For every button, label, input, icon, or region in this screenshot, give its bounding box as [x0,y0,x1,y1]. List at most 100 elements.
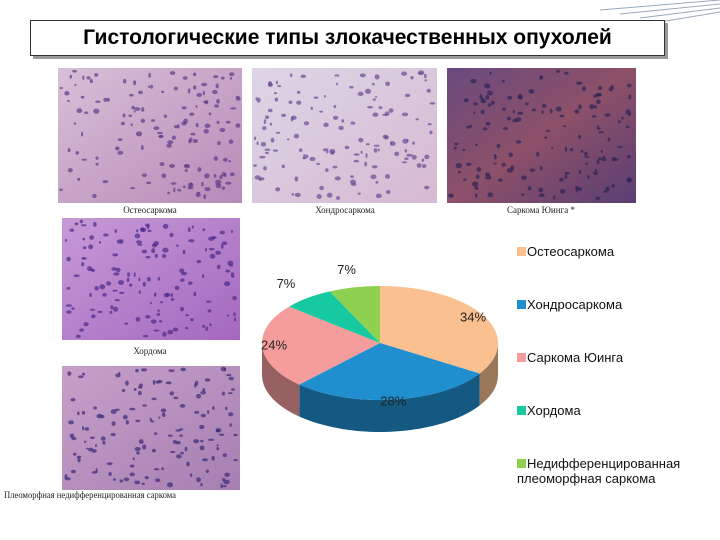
cell-nucleus [95,100,101,103]
cell-nucleus [99,284,106,290]
cell-nucleus [350,179,357,185]
cell-nucleus [59,86,64,90]
cell-nucleus [229,172,235,177]
cell-nucleus [577,134,582,139]
cell-nucleus [607,137,611,142]
cell-nucleus [211,455,215,461]
cell-nucleus [484,172,491,176]
cell-nucleus [553,195,556,200]
cell-nucleus [72,452,77,456]
cell-nucleus [487,192,494,198]
cell-nucleus [189,473,193,477]
cell-nucleus [153,241,159,246]
cell-nucleus [172,327,179,332]
cell-nucleus [421,158,425,162]
cell-nucleus [202,100,209,103]
cell-nucleus [344,145,350,150]
cell-nucleus [325,168,329,172]
cell-nucleus [133,272,136,278]
cell-nucleus [218,433,225,436]
cell-nucleus [132,457,135,461]
cell-nucleus [93,108,100,114]
cell-nucleus [371,165,378,169]
cell-nucleus [115,146,120,151]
cell-nucleus [165,292,171,297]
cell-nucleus [84,427,90,431]
cell-nucleus [424,79,428,82]
cell-nucleus [180,306,185,312]
cell-nucleus [110,409,117,415]
cell-nucleus [75,334,81,339]
cell-nucleus [233,312,236,317]
cell-nucleus [211,236,217,240]
cell-nucleus [147,85,151,88]
cell-nucleus [496,144,501,149]
cell-nucleus [350,175,354,178]
cell-nucleus [326,150,329,154]
cell-nucleus [74,83,77,86]
cell-nucleus [204,123,211,129]
cell-nucleus [485,174,492,180]
cell-nucleus [202,325,206,328]
cell-nucleus [480,98,487,104]
cell-nucleus [531,108,537,112]
cell-nucleus [167,434,173,437]
cell-nucleus [199,445,205,451]
cell-nucleus [161,412,166,418]
cell-nucleus [82,75,85,81]
pie-slice [299,343,480,400]
cell-nucleus [151,448,156,453]
cell-nucleus [81,262,85,267]
data-label: 7% [337,262,356,277]
cell-nucleus [219,128,226,133]
cell-nucleus [235,123,241,128]
cell-nucleus [555,106,562,112]
cell-nucleus [135,240,143,244]
cell-nucleus [93,406,97,410]
cell-nucleus [316,162,321,165]
cell-nucleus [372,98,376,101]
cell-nucleus [598,85,603,90]
cell-nucleus [195,122,199,128]
cell-nucleus [529,168,536,173]
cell-nucleus [177,188,182,192]
cell-nucleus [84,111,89,115]
cell-nucleus [574,109,580,114]
cell-nucleus [501,79,505,83]
slide-title: Гистологические типы злокачественных опу… [30,20,665,56]
cell-nucleus [82,425,85,431]
cell-nucleus [262,126,267,131]
cell-nucleus [204,173,210,179]
cell-nucleus [596,99,601,105]
cell-nucleus [506,168,513,173]
cell-nucleus [587,174,590,180]
cell-nucleus [205,326,209,331]
cell-nucleus [189,112,195,116]
cell-nucleus [105,281,112,286]
cell-nucleus [569,147,574,152]
cell-nucleus [69,433,75,438]
cell-nucleus [141,107,145,112]
cell-nucleus [127,272,131,277]
cell-nucleus [224,472,230,477]
cell-nucleus [486,90,494,96]
cell-nucleus [225,181,232,185]
cell-nucleus [226,314,230,317]
cell-nucleus [291,193,295,196]
cell-nucleus [333,104,337,109]
cell-nucleus [512,109,515,114]
cell-nucleus [179,278,185,282]
cell-nucleus [204,247,207,252]
cell-nucleus [186,461,190,467]
cell-nucleus [153,432,158,435]
cell-nucleus [482,127,488,131]
cell-nucleus [578,169,582,174]
cell-nucleus [585,162,589,166]
legend-swatch [517,300,526,309]
cell-nucleus [211,89,218,95]
cell-nucleus [90,436,95,440]
cell-nucleus [141,482,145,485]
cell-nucleus [73,274,80,278]
cell-nucleus [124,380,129,386]
cell-nucleus [216,264,221,270]
